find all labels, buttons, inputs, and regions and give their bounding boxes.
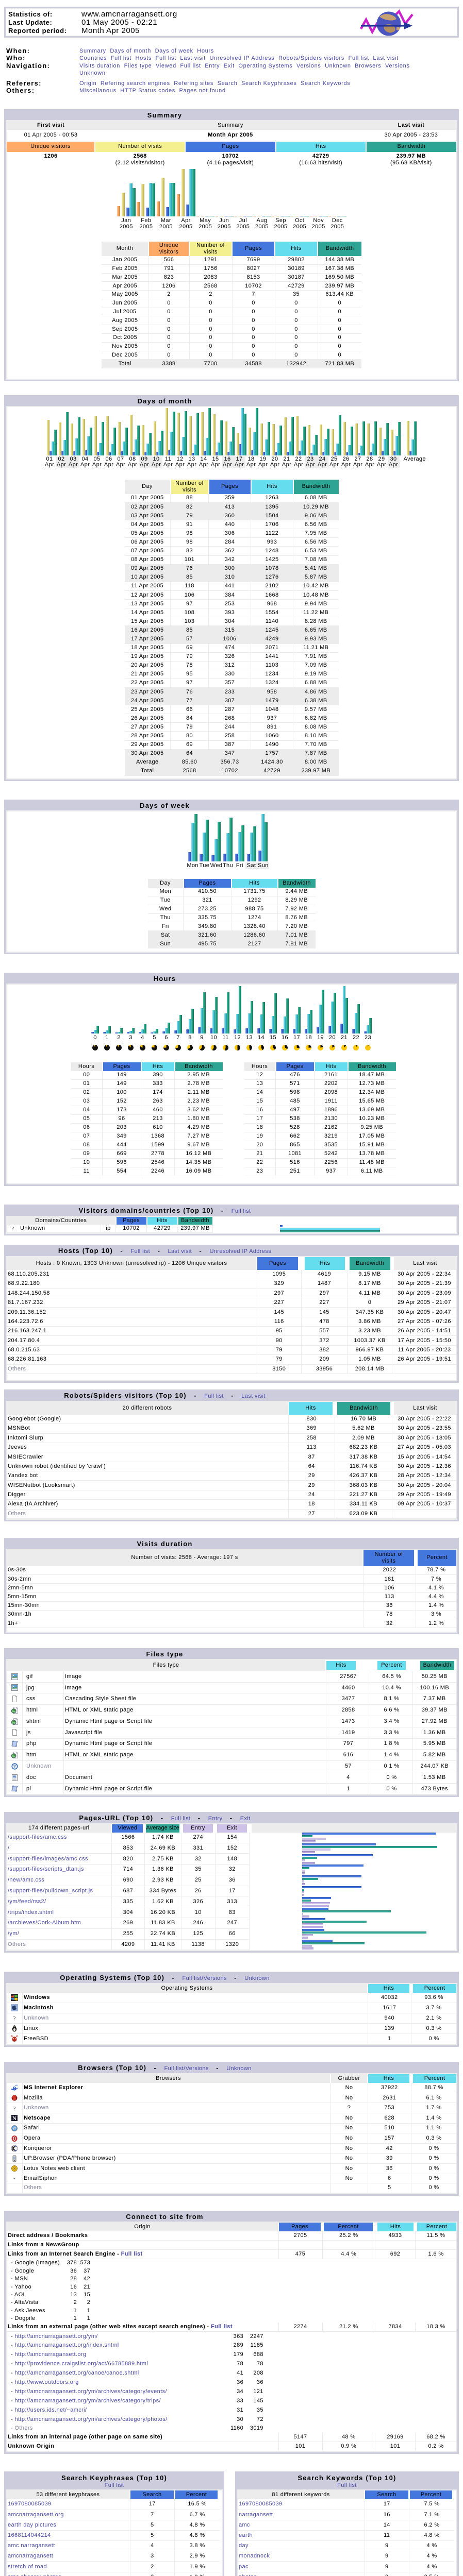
svg-text:W: W bbox=[13, 1775, 16, 1778]
svg-text:?: ? bbox=[11, 1226, 14, 1231]
svg-text:?: ? bbox=[13, 2105, 16, 2112]
svg-text:?: ? bbox=[13, 1764, 15, 1769]
svg-text:e: e bbox=[12, 2084, 16, 2092]
svg-text:?: ? bbox=[13, 2015, 16, 2022]
svg-text:N: N bbox=[12, 2115, 16, 2122]
